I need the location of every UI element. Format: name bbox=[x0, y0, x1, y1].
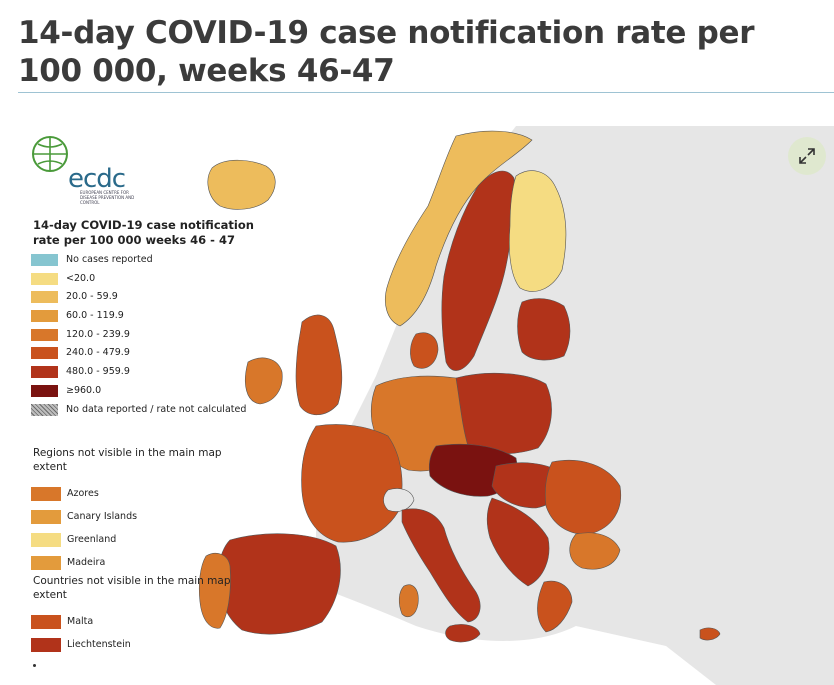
legend: No cases reported <20.0 20.0 - 59.9 60.0 - … bbox=[31, 252, 271, 420]
legend-label: No data reported / rate not calculated bbox=[66, 403, 247, 415]
extent-swatch bbox=[31, 556, 61, 570]
great-britain bbox=[295, 314, 343, 416]
italy bbox=[401, 508, 481, 623]
extent-item: Canary Islands bbox=[31, 507, 271, 527]
extent-item: Azores bbox=[31, 484, 271, 504]
ecdc-wordmark: ecdc bbox=[68, 164, 126, 194]
extent-swatch bbox=[31, 615, 61, 629]
norway bbox=[385, 130, 533, 327]
ireland bbox=[245, 357, 283, 405]
legend-label: No cases reported bbox=[66, 254, 153, 265]
extent-item: Malta bbox=[31, 612, 271, 632]
page-title: 14-day COVID-19 case notification rate p… bbox=[18, 15, 755, 89]
ecdc-logo: ecdc EUROPEAN CENTRE FOR DISEASE PREVENT… bbox=[30, 134, 140, 206]
countries-heading: Countries not visible in the main map ex… bbox=[33, 575, 231, 601]
balkans bbox=[486, 497, 550, 587]
greece bbox=[537, 580, 573, 633]
extent-item: Liechtenstein bbox=[31, 635, 271, 655]
legend-swatch bbox=[31, 366, 58, 379]
extent-item: Greenland bbox=[31, 530, 271, 550]
legend-swatch bbox=[31, 328, 58, 341]
legend-swatch bbox=[31, 272, 58, 285]
expand-arrows-icon bbox=[799, 148, 815, 164]
sea-south bbox=[176, 546, 716, 685]
extent-swatch bbox=[31, 510, 61, 524]
map-marker-dot bbox=[33, 664, 36, 667]
legend-item: <20.0 bbox=[31, 271, 271, 290]
poland bbox=[455, 372, 552, 455]
legend-item: 240.0 - 479.9 bbox=[31, 345, 271, 364]
sweden bbox=[441, 170, 515, 371]
regions-heading: Regions not visible in the main map exte… bbox=[33, 447, 222, 473]
extent-label: Greenland bbox=[67, 534, 117, 545]
legend-swatch bbox=[31, 347, 58, 360]
extent-item: Madeira bbox=[31, 553, 271, 573]
denmark bbox=[410, 332, 439, 369]
portugal bbox=[198, 553, 231, 629]
legend-item: No data reported / rate not calculated bbox=[31, 402, 271, 421]
sea bbox=[16, 126, 516, 685]
legend-label: 60.0 - 119.9 bbox=[66, 310, 124, 322]
extent-swatch bbox=[31, 487, 61, 501]
legend-label: ≥960.0 bbox=[66, 384, 102, 396]
legend-item: No cases reported bbox=[31, 252, 271, 271]
ecdc-subtitle: EUROPEAN CENTRE FOR DISEASE PREVENTION A… bbox=[80, 190, 135, 205]
extent-label: Liechtenstein bbox=[67, 639, 131, 650]
legend-label: 240.0 - 479.9 bbox=[66, 347, 130, 359]
legend-swatch bbox=[31, 310, 58, 323]
romania bbox=[544, 459, 622, 535]
legend-item: 120.0 - 239.9 bbox=[31, 327, 271, 346]
bulgaria bbox=[569, 532, 621, 570]
france bbox=[301, 424, 403, 543]
title-divider bbox=[18, 92, 834, 93]
legend-item: 60.0 - 119.9 bbox=[31, 308, 271, 327]
legend-item: 20.0 - 59.9 bbox=[31, 289, 271, 308]
extent-swatch bbox=[31, 638, 61, 652]
finland bbox=[509, 170, 567, 292]
cyprus bbox=[699, 627, 721, 641]
extent-label: Madeira bbox=[67, 557, 106, 568]
europe-map bbox=[16, 126, 721, 685]
legend-label: 480.0 - 959.9 bbox=[66, 366, 130, 378]
legend-item: 480.0 - 959.9 bbox=[31, 364, 271, 383]
extent-label: Canary Islands bbox=[67, 511, 138, 522]
legend-swatch bbox=[31, 254, 58, 266]
legend-swatch bbox=[31, 403, 58, 416]
extent-label: Malta bbox=[67, 616, 94, 627]
legend-item: ≥960.0 bbox=[31, 383, 271, 402]
legend-label: <20.0 bbox=[66, 272, 96, 284]
legend-title: 14-day COVID-19 case notification rate p… bbox=[33, 218, 254, 247]
switzerland bbox=[383, 488, 415, 512]
globe-icon bbox=[32, 136, 68, 172]
legend-label: 120.0 - 239.9 bbox=[66, 328, 130, 340]
map-container[interactable]: ecdc EUROPEAN CENTRE FOR DISEASE PREVENT… bbox=[16, 126, 834, 685]
sicily bbox=[445, 624, 481, 643]
sardinia bbox=[398, 584, 419, 617]
extent-label: Azores bbox=[67, 488, 99, 499]
legend-label: 20.0 - 59.9 bbox=[66, 291, 118, 303]
legend-swatch bbox=[31, 384, 58, 397]
expand-button[interactable] bbox=[788, 137, 826, 175]
legend-swatch bbox=[31, 291, 58, 304]
baltics bbox=[517, 298, 571, 361]
iceland bbox=[207, 159, 276, 210]
extent-swatch bbox=[31, 533, 61, 547]
